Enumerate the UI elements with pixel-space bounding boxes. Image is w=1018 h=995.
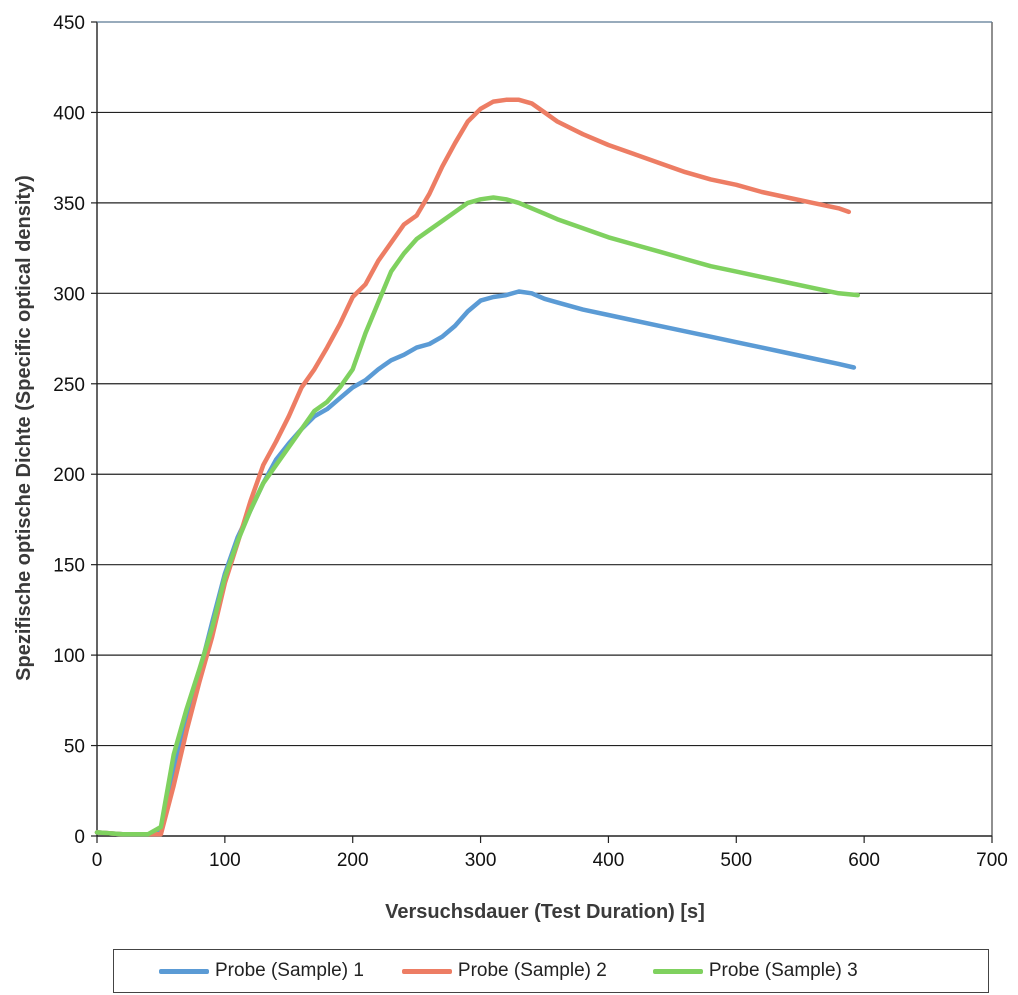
legend-item-1: Probe (Sample) 1	[159, 960, 364, 982]
legend-item-3: Probe (Sample) 3	[652, 960, 858, 982]
legend-item-2: Probe (Sample) 2	[401, 960, 607, 982]
legend-swatch-3	[652, 968, 703, 974]
x-tick-label: 0	[92, 850, 103, 871]
x-tick-label: 300	[465, 850, 497, 871]
x-tick-label: 500	[720, 850, 752, 871]
x-tick-label: 200	[337, 850, 369, 871]
x-axis-title: Versuchsdauer (Test Duration) [s]	[385, 901, 705, 923]
gridlines	[97, 21, 992, 747]
y-tick-label: 250	[53, 375, 85, 396]
legend: Probe (Sample) 1 Probe (Sample) 2 Probe …	[113, 949, 989, 993]
y-tick-label: 150	[53, 556, 85, 577]
y-tick-label: 450	[53, 13, 85, 34]
y-axis-title: Spezifische optische Dichte (Specific op…	[13, 175, 35, 681]
y-tick-label: 0	[74, 827, 85, 848]
y-tick-labels: 0 50 100 150 200 250 300 350 400 450	[53, 13, 85, 848]
legend-swatch-1	[159, 968, 209, 974]
axes	[91, 21, 993, 843]
x-tick-label: 100	[209, 850, 241, 871]
legend-swatch-2	[401, 968, 452, 974]
x-tick-label: 700	[976, 850, 1008, 871]
legend-label-1: Probe (Sample) 1	[215, 960, 364, 981]
legend-label-2: Probe (Sample) 2	[457, 960, 607, 981]
y-tick-label: 400	[53, 103, 85, 124]
series-line-3	[94, 195, 861, 837]
legend-label-3: Probe (Sample) 3	[708, 960, 858, 981]
x-tick-labels: 0 100 200 300 400 500 600 700	[92, 850, 1008, 871]
series-line-1	[94, 289, 857, 837]
y-tick-label: 300	[53, 284, 85, 305]
series-line-2	[94, 97, 852, 837]
x-tick-label: 400	[593, 850, 625, 871]
y-tick-label: 50	[64, 737, 85, 758]
x-tick-label: 600	[848, 850, 880, 871]
y-tick-label: 350	[53, 194, 85, 215]
series-lines	[94, 97, 861, 837]
line-chart: 0 50 100 150 200 250 300 350 400 450 0 100 200 300 40…	[13, 13, 1008, 923]
y-tick-label: 100	[53, 646, 85, 667]
y-tick-label: 200	[53, 465, 85, 486]
